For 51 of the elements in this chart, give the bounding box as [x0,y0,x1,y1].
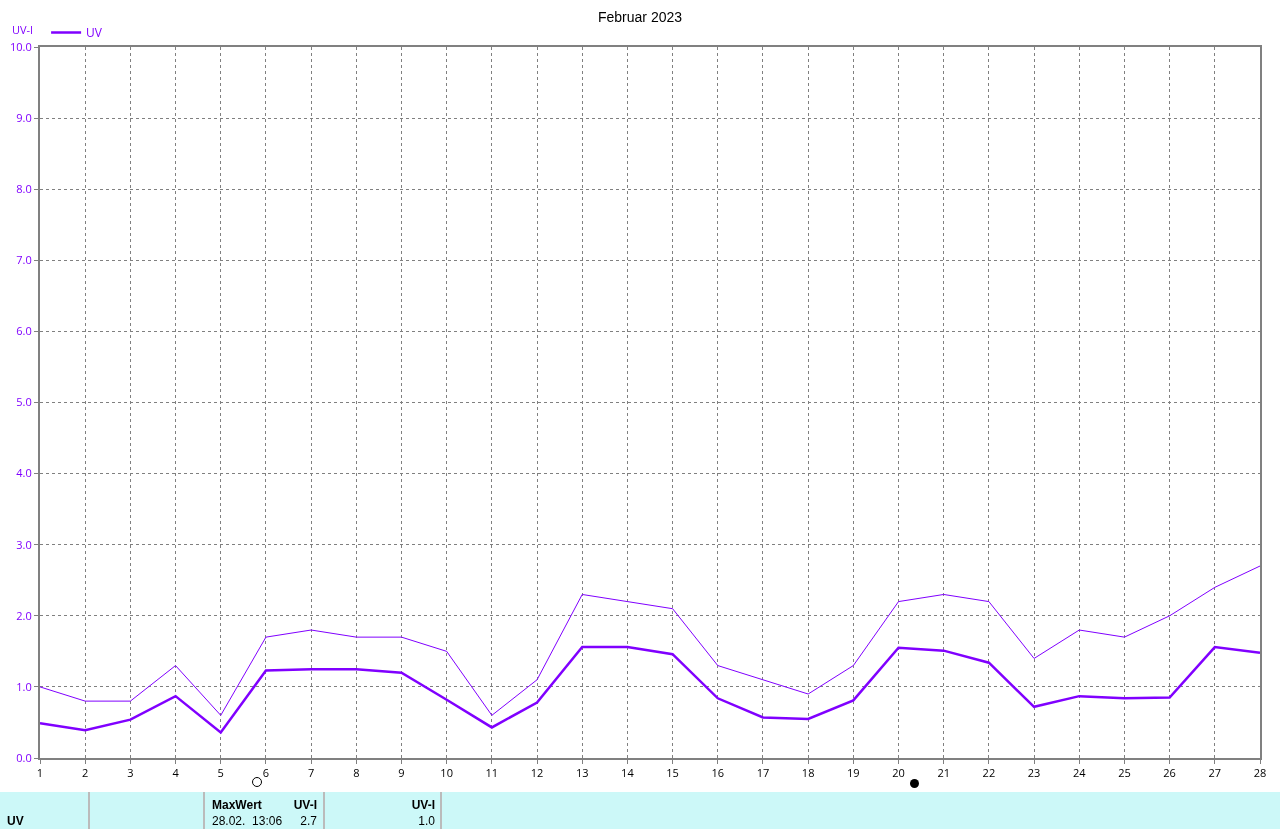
x-tick-label: 13 [575,765,589,781]
x-tick-label: 16 [711,765,725,781]
y-tick-label: 9.0 [16,109,32,125]
y-tick-label: 10.0 [10,38,32,54]
x-tick-label: 17 [756,765,770,781]
x-tick-label: 12 [530,765,544,781]
x-tick-label: 23 [1027,765,1041,781]
y-tick-label: 4.0 [16,465,32,481]
line-series [40,565,1260,716]
x-tick-label: 8 [353,765,360,781]
x-tick-label: 6 [262,765,270,781]
x-tick-label: 1 [36,765,44,781]
x-tick-label: 11 [485,765,499,781]
x-tick-label: 20 [892,765,905,781]
x-tick-label: 9 [398,765,405,781]
x-tick-label: 10 [440,765,453,781]
y-tick-label: 3.0 [16,536,32,552]
text: UV-I [411,798,435,812]
y-tick-label: 6.0 [16,323,32,339]
x-tick-label: 28 [1253,765,1267,781]
x-tick-label: 15 [666,765,679,781]
x-tick-label: 19 [847,765,860,781]
legend-label: UV [86,24,103,42]
text: MaxWert [212,798,262,812]
text: 1.0 [418,814,435,828]
x-tick-label: 21 [937,765,950,781]
x-tick-label: 27 [1208,765,1222,781]
x-tick-label: 24 [1072,765,1087,781]
text: 28.02. 13:06 [212,814,283,828]
x-tick-label: 5 [217,765,224,781]
y-tick-label: 7.0 [16,252,32,268]
text: UV [7,814,24,828]
x-tick-label: 18 [801,765,815,781]
y-tick-label: 0.0 [16,749,32,765]
text: 2.7 [300,814,317,828]
y-tick-label: 2.0 [16,607,32,623]
x-tick-label: 14 [621,765,635,781]
x-tick-label: 2 [82,765,89,781]
y-axis-title: UV-I [12,22,34,37]
x-tick-label: 7 [307,765,315,781]
x-tick-label: 22 [982,765,996,781]
y-tick-label: 1.0 [16,678,32,694]
x-tick-label: 26 [1163,765,1176,781]
text: UV-I [293,798,317,812]
x-tick-label: 25 [1118,765,1131,781]
x-tick-label: 4 [172,765,180,781]
line-series [40,645,1260,734]
y-tick-label: 5.0 [16,394,32,410]
chart-title: Februar 2023 [597,8,683,25]
y-tick-label: 8.0 [16,181,32,197]
x-tick-label: 3 [127,765,134,781]
